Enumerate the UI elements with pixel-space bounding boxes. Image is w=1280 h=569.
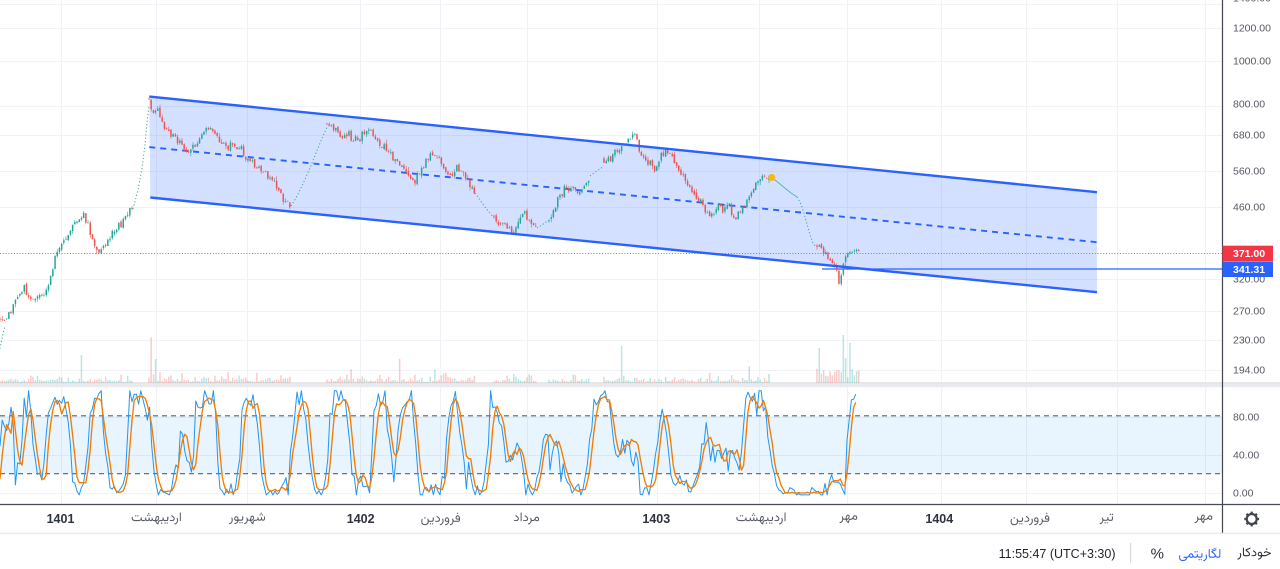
svg-text:1400.00: 1400.00: [1233, 0, 1271, 5]
svg-text:800.00: 800.00: [1233, 99, 1265, 111]
svg-text:371.00: 371.00: [1233, 248, 1265, 260]
svg-text:460.00: 460.00: [1233, 202, 1265, 214]
svg-text:%: %: [1151, 546, 1164, 563]
svg-text:40.00: 40.00: [1233, 450, 1259, 462]
svg-text:1404: 1404: [925, 512, 953, 526]
svg-text:341.31: 341.31: [1233, 264, 1265, 276]
svg-text:560.00: 560.00: [1233, 166, 1265, 178]
svg-text:194.00: 194.00: [1233, 365, 1265, 377]
svg-text:1200.00: 1200.00: [1233, 23, 1271, 35]
svg-text:270.00: 270.00: [1233, 306, 1265, 318]
svg-text:1403: 1403: [642, 512, 670, 526]
svg-text:1000.00: 1000.00: [1233, 56, 1271, 68]
svg-text:1402: 1402: [347, 512, 375, 526]
svg-text:1401: 1401: [47, 512, 75, 526]
svg-text:80.00: 80.00: [1233, 412, 1259, 424]
svg-text:680.00: 680.00: [1233, 130, 1265, 142]
svg-text:230.00: 230.00: [1233, 335, 1265, 347]
svg-text:11:55:47 (UTC+3:30): 11:55:47 (UTC+3:30): [999, 547, 1116, 561]
svg-text:0.00: 0.00: [1233, 488, 1254, 500]
